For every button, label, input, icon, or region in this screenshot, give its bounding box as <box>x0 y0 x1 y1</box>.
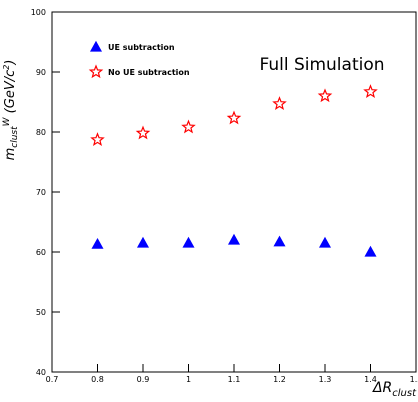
y-tick-label: 50 <box>36 308 46 317</box>
point <box>91 237 104 249</box>
y-title-part: m <box>3 148 18 161</box>
annotation: Full Simulation <box>259 55 384 75</box>
point <box>227 233 241 245</box>
x-tick-label: 1.3 <box>319 375 332 384</box>
legend-marker <box>88 64 104 79</box>
point <box>363 84 378 98</box>
y-tick-label: 80 <box>36 128 46 137</box>
x-axis-title: ΔRclust <box>372 380 417 399</box>
x-title-part: ΔR <box>372 380 392 396</box>
x-title-part: clust <box>392 388 417 399</box>
y-tick-label: 60 <box>36 248 46 257</box>
y-title-part: clust <box>10 126 20 148</box>
y-tick-label: 100 <box>31 8 46 17</box>
legend-label: No UE subtraction <box>108 68 190 77</box>
y-tick-label: 90 <box>36 68 46 77</box>
point <box>272 96 287 110</box>
point <box>317 88 333 103</box>
point <box>226 110 242 125</box>
y-tick-label: 70 <box>36 188 46 197</box>
point <box>182 236 195 248</box>
point <box>364 245 377 257</box>
x-tick-label: 1.2 <box>273 375 286 384</box>
x-tick-label: 1.5 <box>410 375 418 384</box>
y-title-part: ) <box>3 60 18 66</box>
x-tick-label: 0.9 <box>137 375 150 384</box>
legend-label: UE subtraction <box>108 43 175 52</box>
x-tick-label: 1 <box>186 375 191 384</box>
x-tick-label: 1.1 <box>228 375 241 384</box>
y-title-part: W <box>2 116 12 126</box>
point <box>90 132 105 146</box>
point <box>273 235 286 247</box>
point <box>136 236 150 248</box>
point <box>318 236 332 248</box>
y-tick-label: 40 <box>36 368 46 377</box>
legend-marker <box>89 40 103 52</box>
point <box>135 125 151 140</box>
x-tick-label: 0.7 <box>46 375 59 384</box>
y-axis-title: mclustW (GeV/c2) <box>2 60 20 161</box>
point <box>181 119 196 134</box>
y-title-part: 2 <box>2 65 11 70</box>
x-tick-label: 0.8 <box>91 375 104 384</box>
x-tick-label: 1.4 <box>364 375 377 384</box>
y-title-part: (GeV/c <box>3 70 18 118</box>
